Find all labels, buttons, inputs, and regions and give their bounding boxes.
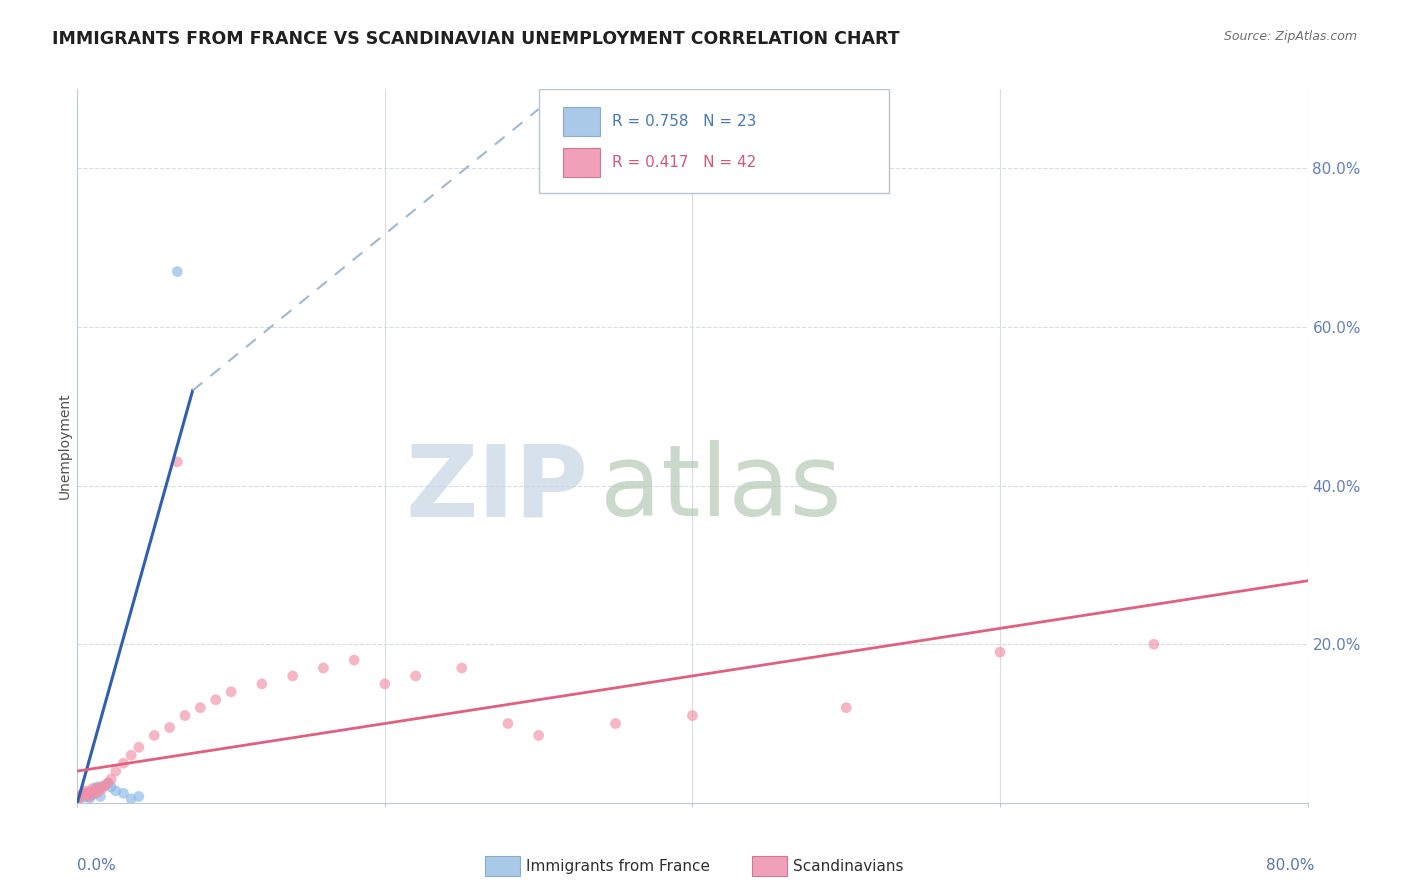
Point	[97, 776, 120, 790]
Point	[80, 784, 103, 798]
Text: 80.0%: 80.0%	[1267, 858, 1315, 872]
Point	[76, 788, 98, 802]
Point	[73, 784, 96, 798]
Point	[82, 788, 104, 802]
Point	[73, 786, 96, 800]
Point	[343, 653, 366, 667]
Point	[128, 789, 150, 804]
Y-axis label: Unemployment: Unemployment	[58, 392, 72, 500]
Point	[374, 677, 396, 691]
Point	[250, 677, 273, 691]
Point	[90, 781, 114, 796]
Point	[77, 788, 100, 802]
Point	[69, 789, 91, 804]
Point	[80, 786, 103, 800]
Text: Immigrants from France: Immigrants from France	[526, 859, 710, 873]
Point	[90, 780, 114, 794]
Point	[84, 781, 107, 796]
Point	[188, 700, 212, 714]
Point	[159, 721, 181, 735]
Point	[86, 780, 108, 794]
Point	[120, 792, 142, 806]
Point	[89, 780, 111, 794]
Text: R = 0.758   N = 23: R = 0.758 N = 23	[613, 114, 756, 128]
Point	[405, 669, 427, 683]
Point	[128, 740, 150, 755]
FancyBboxPatch shape	[564, 107, 600, 136]
Point	[67, 792, 90, 806]
Point	[72, 790, 94, 805]
Point	[1143, 637, 1166, 651]
Point	[67, 792, 90, 806]
Point	[84, 786, 107, 800]
Point	[166, 264, 188, 278]
Point	[89, 789, 111, 804]
Point	[166, 455, 188, 469]
Text: 0.0%: 0.0%	[77, 858, 117, 872]
FancyBboxPatch shape	[564, 148, 600, 177]
Text: R = 0.417   N = 42: R = 0.417 N = 42	[613, 155, 756, 170]
Point	[104, 764, 127, 778]
Point	[312, 661, 335, 675]
Point	[72, 786, 94, 800]
Point	[174, 708, 197, 723]
Point	[281, 669, 304, 683]
Point	[835, 700, 858, 714]
Point	[112, 756, 135, 771]
Point	[94, 778, 117, 792]
Point	[76, 789, 98, 804]
Point	[120, 748, 142, 763]
Point	[69, 789, 91, 804]
Point	[450, 661, 472, 675]
Text: Source: ZipAtlas.com: Source: ZipAtlas.com	[1223, 30, 1357, 44]
Text: atlas: atlas	[600, 441, 842, 537]
Point	[79, 789, 101, 804]
Point	[77, 786, 100, 800]
Point	[527, 728, 550, 742]
Point	[100, 780, 122, 794]
Point	[112, 786, 135, 800]
Point	[87, 784, 110, 798]
Point	[82, 781, 104, 796]
Point	[94, 778, 117, 792]
Point	[104, 784, 127, 798]
Text: Scandinavians: Scandinavians	[793, 859, 904, 873]
Point	[97, 776, 120, 790]
Point	[204, 692, 226, 706]
Text: ZIP: ZIP	[405, 441, 588, 537]
Point	[605, 716, 627, 731]
Point	[79, 791, 101, 805]
Point	[143, 728, 166, 742]
Point	[988, 645, 1011, 659]
Text: IMMIGRANTS FROM FRANCE VS SCANDINAVIAN UNEMPLOYMENT CORRELATION CHART: IMMIGRANTS FROM FRANCE VS SCANDINAVIAN U…	[52, 30, 900, 48]
Point	[100, 772, 122, 786]
Point	[219, 685, 242, 699]
Point	[83, 784, 105, 798]
Point	[682, 708, 704, 723]
Point	[70, 788, 93, 802]
Point	[70, 788, 93, 802]
FancyBboxPatch shape	[538, 89, 890, 193]
Point	[496, 716, 519, 731]
